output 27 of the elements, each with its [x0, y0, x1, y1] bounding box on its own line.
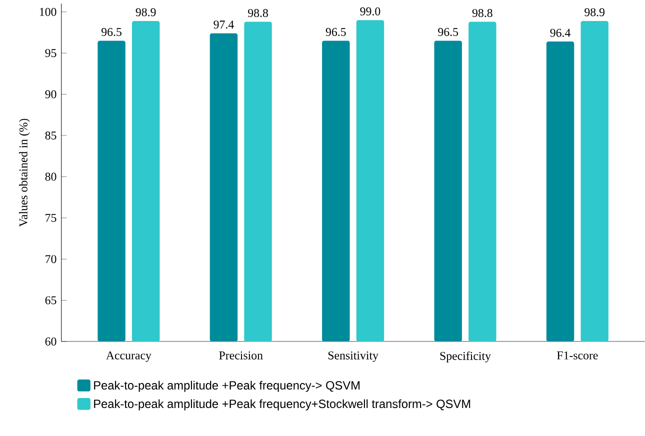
data-label: 98.8 — [248, 9, 268, 18]
y-tick-label: 100 — [40, 8, 56, 16]
data-label: 96.5 — [102, 28, 122, 36]
y-tick-label: 60 — [45, 338, 56, 346]
y-tick-label: 75 — [46, 214, 56, 222]
y-tick-label: 95 — [45, 49, 56, 58]
data-label: 98.9 — [136, 8, 156, 16]
data-label: 96.5 — [326, 28, 346, 36]
data-label: 96.5 — [438, 28, 458, 36]
data-label: 99.0 — [360, 8, 380, 16]
y-tick-label: 65 — [45, 296, 56, 305]
y-tick-label: 85 — [45, 132, 56, 140]
x-tick-label: Accuracy — [106, 352, 152, 362]
x-tick-label: F1-score — [557, 352, 598, 360]
x-tick-label: Specificity — [440, 352, 491, 363]
data-label: 96.4 — [550, 29, 570, 38]
legend-label: Peak-to-peak amplitude +Peak frequency-> QSVM — [94, 381, 360, 392]
y-tick-label: 80 — [45, 172, 56, 181]
y-tick-label: 70 — [46, 255, 56, 264]
x-tick-label: Precision — [219, 352, 263, 360]
data-label: 98.8 — [472, 9, 492, 18]
legend-label: Peak-to-peak amplitude +Peak frequency+Stockwell transform-> QSVM — [94, 400, 470, 411]
x-tick-label: Sensitivity — [328, 352, 378, 362]
y-axis-title: Values obtained in (%) — [19, 119, 30, 227]
data-label: 97.4 — [214, 20, 234, 29]
y-tick-label: 90 — [45, 90, 56, 99]
data-label: 98.9 — [584, 8, 604, 16]
